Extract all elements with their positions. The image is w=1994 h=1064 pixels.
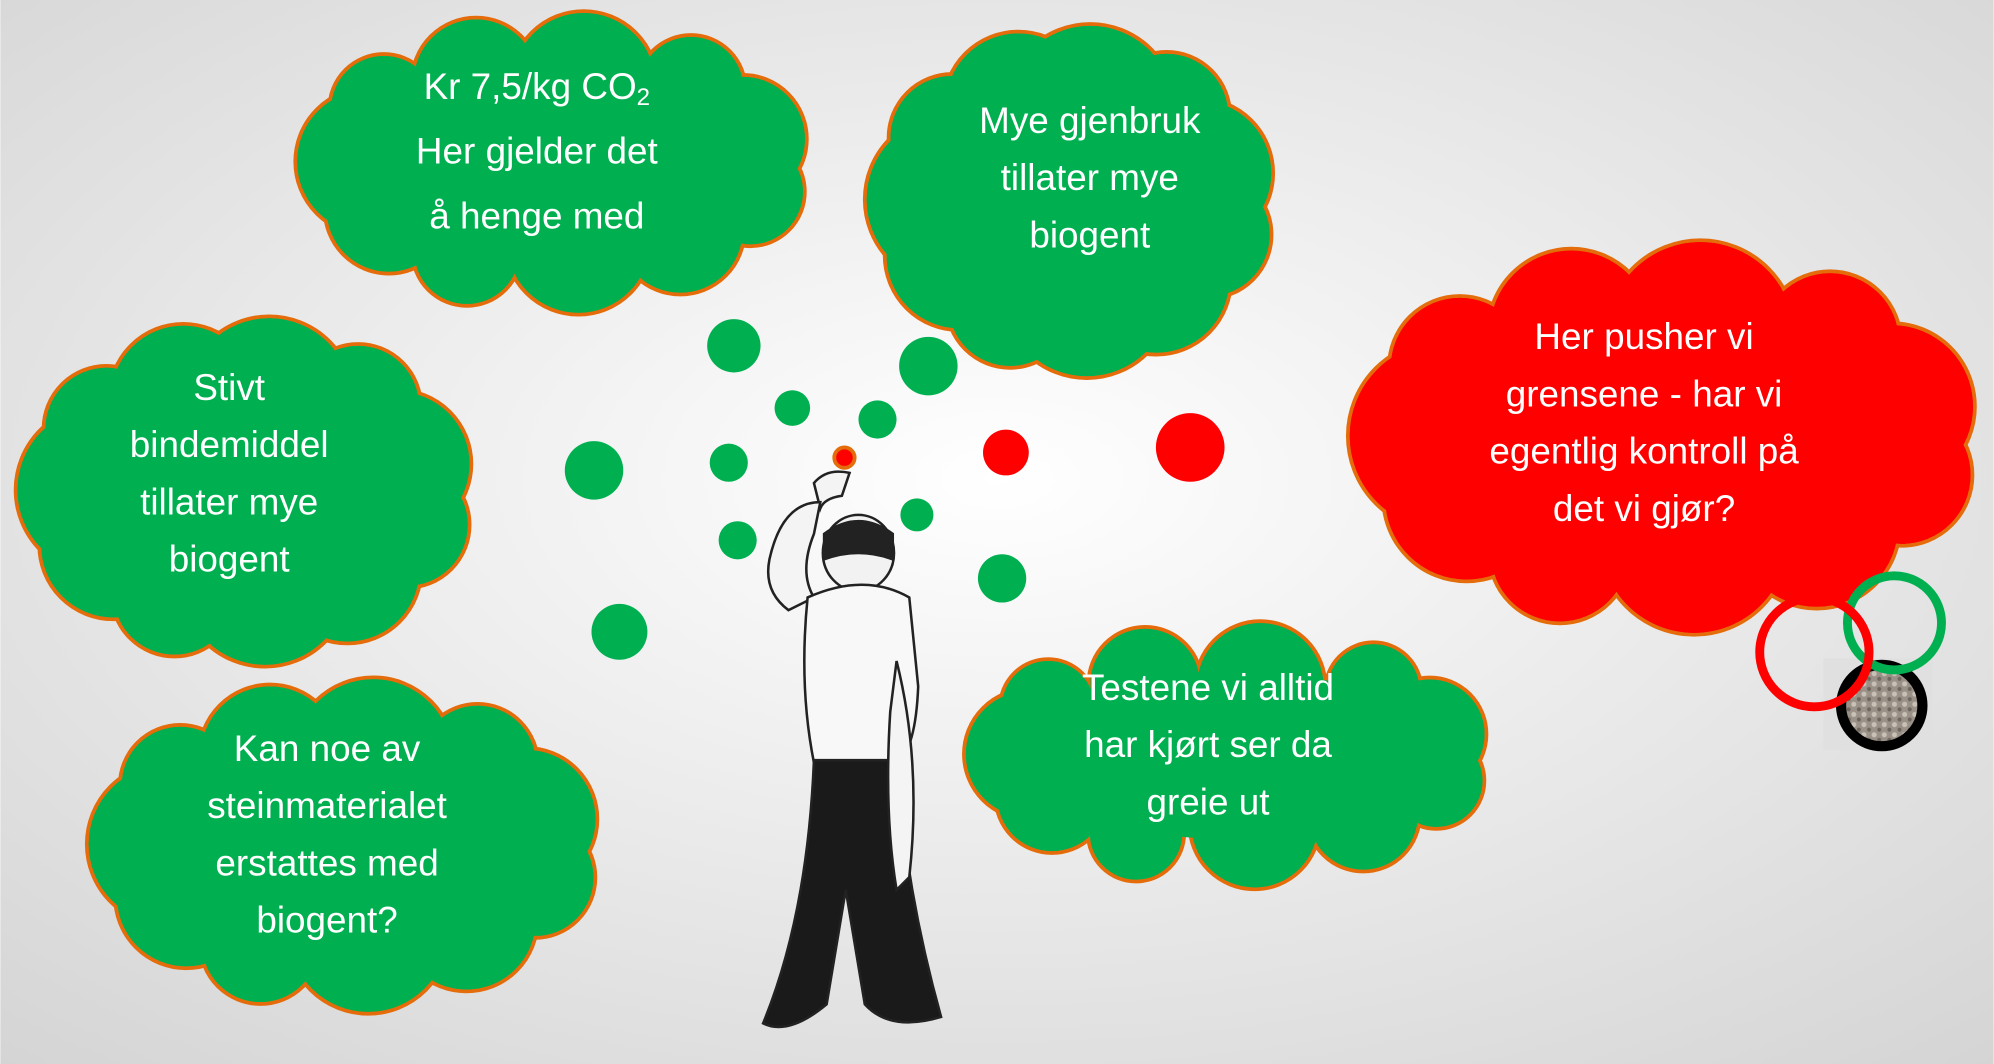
cloud-text: Kr 7,5/kg CO2 <box>424 66 650 112</box>
bubble <box>710 444 748 482</box>
cloud-text: steinmaterialet <box>207 785 447 826</box>
cloud-text: Mye gjenbruk <box>979 100 1201 141</box>
cloud-text: biogent? <box>256 900 397 941</box>
cloud-text: det vi gjør? <box>1553 488 1735 529</box>
bubble <box>591 604 647 660</box>
bubble <box>834 447 854 467</box>
page: Kr 7,5/kg CO2 Her gjelder det å henge med M… <box>0 0 1994 1064</box>
bubble <box>858 400 896 438</box>
cloud-text: Stivt <box>193 367 265 408</box>
cloud-text: greie ut <box>1147 781 1270 822</box>
bubble <box>1156 413 1225 482</box>
cloud-text: erstattes med <box>215 842 438 883</box>
cloud-text: bindemiddel <box>130 424 329 465</box>
cloud-text: har kjørt ser da <box>1084 724 1332 765</box>
cloud-text: Kan noe av <box>234 728 421 769</box>
bubble <box>900 498 933 531</box>
bubble <box>978 554 1026 602</box>
bubble <box>719 521 757 559</box>
cloud-text: tillater mye <box>140 481 318 522</box>
cloud-text: Her pusher vi <box>1534 316 1753 357</box>
cloud-text: Kr 7,5/kg CO <box>424 66 637 107</box>
slide: Kr 7,5/kg CO2 Her gjelder det å henge med M… <box>0 0 1994 1064</box>
cloud-text: å henge med <box>429 195 644 236</box>
cloud-text: Testene vi alltid <box>1082 667 1334 708</box>
cloud-text: egentlig kontroll på <box>1489 431 1799 472</box>
cloud-text: biogent <box>169 539 290 580</box>
subscript: 2 <box>637 85 650 112</box>
cloud-text: biogent <box>1029 214 1150 255</box>
cloud-text: tillater mye <box>1001 157 1179 198</box>
bubble <box>707 319 760 372</box>
bubble <box>565 441 623 499</box>
bubble <box>983 430 1029 476</box>
bubble <box>775 390 811 426</box>
bubble <box>899 337 957 395</box>
cloud-text: grensene - har vi <box>1506 373 1783 414</box>
cloud-text: Her gjelder det <box>416 131 658 172</box>
